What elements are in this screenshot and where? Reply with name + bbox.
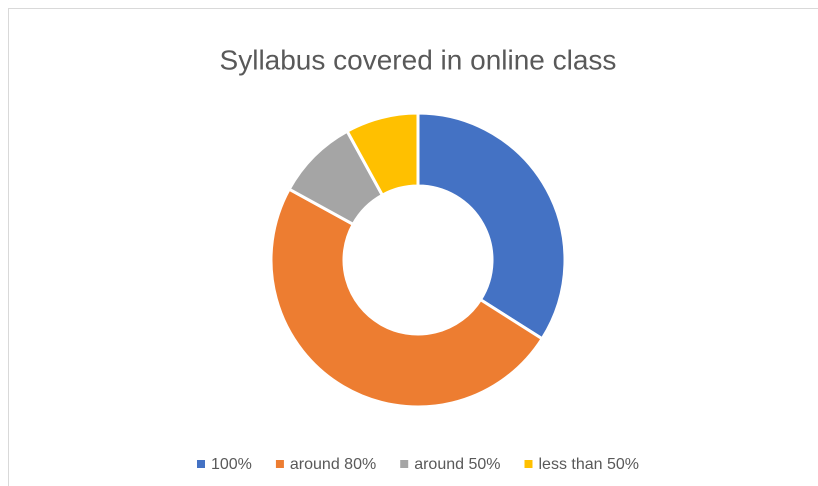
- legend-label: around 50%: [414, 456, 500, 473]
- donut-slice: [345, 111, 420, 198]
- legend-swatch: [524, 460, 533, 468]
- chart-border: [8, 8, 818, 486]
- legend-label: 100%: [211, 456, 252, 473]
- legend-label: less than 50%: [538, 456, 639, 473]
- chart-title: Syllabus covered in online class: [220, 44, 617, 75]
- donut-slice: [269, 187, 545, 409]
- donut-slice: [416, 111, 567, 341]
- legend-label: around 80%: [290, 456, 376, 473]
- legend-swatch: [275, 460, 284, 468]
- legend-swatch: [196, 460, 205, 468]
- legend-swatch: [400, 460, 409, 468]
